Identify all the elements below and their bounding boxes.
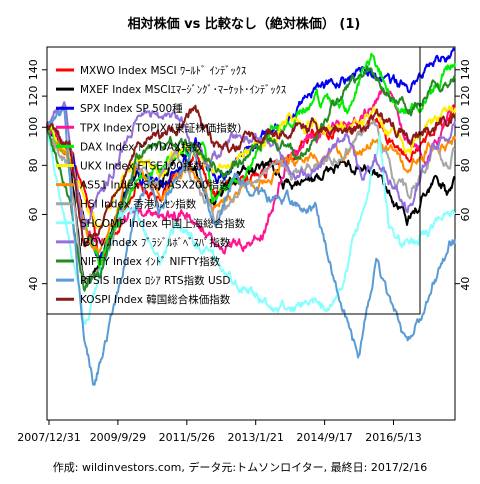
legend-entry-8: HSI Index 香港ﾊﾝｾﾝ指数 xyxy=(80,198,197,211)
legend-entry-13: KOSPI Index 韓国総合株価指数 xyxy=(80,293,231,306)
x-tick-label-3: 2011/5/26 xyxy=(159,431,215,444)
series-layer xyxy=(46,47,456,386)
x-tick-label-5: 2014/9/17 xyxy=(296,431,352,444)
legend-entry-6: UKX Index FTSE100指数 xyxy=(80,160,204,173)
x-tick-label-4: 2013/1/21 xyxy=(227,431,283,444)
series-line-12 xyxy=(46,106,456,386)
chart-credit: 作成: wildinvestors.com, データ元:トムソンロイター, 最終… xyxy=(53,460,427,474)
y-tick-label-right-5: 120 xyxy=(459,86,472,107)
legend: MXWO Index MSCI ﾜｰﾙﾄﾞ ｲﾝﾃﾞｯｸｽ MXEF Index … xyxy=(56,65,286,306)
legend-entry-10: IBOV Index ﾌﾞﾗｼﾞﾙﾎﾞﾍﾞｽﾊﾟ指数 xyxy=(80,236,231,249)
y-tick-label-right-1: 40 xyxy=(459,277,472,291)
x-tick-label-2: 2009/9/29 xyxy=(90,431,146,444)
legend-entry-2: MXEF Index MSCIｴﾏｰｼﾞﾝｸﾞ･ﾏｰｹｯﾄ･ｲﾝﾃﾞｯｸｽ xyxy=(80,84,286,96)
legend-entry-4: TPX Index TOPIX (東証株価指数) xyxy=(79,121,241,134)
x-tick-label-6: 2016/5/13 xyxy=(365,431,421,444)
legend-entry-11: NIFTY Index ｲﾝﾄﾞ NIFTY指数 xyxy=(80,255,221,268)
series-line-10 xyxy=(46,101,456,230)
axes: 2007/12/31 2009/9/29 2011/5/26 2013/1/21 201… xyxy=(17,59,472,444)
legend-entry-7: AS51 Index S&P/ASX200指数 xyxy=(80,179,230,192)
y-tick-label-left-4: 100 xyxy=(27,117,40,138)
series-line-1 xyxy=(46,104,456,271)
series-line-13 xyxy=(46,104,456,248)
legend-entry-12: RTSIS Index ﾛｼｱ RTS指数 USD xyxy=(80,274,230,287)
y-tick-label-right-2: 60 xyxy=(459,207,472,221)
y-tick-label-left-2: 60 xyxy=(27,207,40,221)
legend-entry-9: SHCOMP Index 中国上海総合指数 xyxy=(80,217,246,230)
series-line-7 xyxy=(46,129,456,253)
legend-entry-1: MXWO Index MSCI ﾜｰﾙﾄﾞ ｲﾝﾃﾞｯｸｽ xyxy=(80,65,246,77)
x-tick-label-1: 2007/12/31 xyxy=(17,431,80,444)
chart-title: 相対株価 vs 比較なし（絶対株価） (1) xyxy=(128,16,361,32)
legend-entry-3: SPX Index SP 500種 xyxy=(80,102,183,115)
legend-entry-5: DAX Index ﾄﾞｲﾂDAX指数 xyxy=(80,140,203,153)
y-tick-label-left-1: 40 xyxy=(27,277,40,291)
y-tick-label-left-3: 80 xyxy=(27,158,40,172)
y-tick-label-right-6: 140 xyxy=(459,59,472,80)
legend-box xyxy=(46,46,421,315)
y-tick-label-right-4: 100 xyxy=(459,117,472,138)
y-tick-label-right-3: 80 xyxy=(459,158,472,172)
y-tick-label-left-6: 140 xyxy=(27,59,40,80)
series-line-11 xyxy=(46,65,456,292)
y-tick-label-left-5: 120 xyxy=(27,86,40,107)
